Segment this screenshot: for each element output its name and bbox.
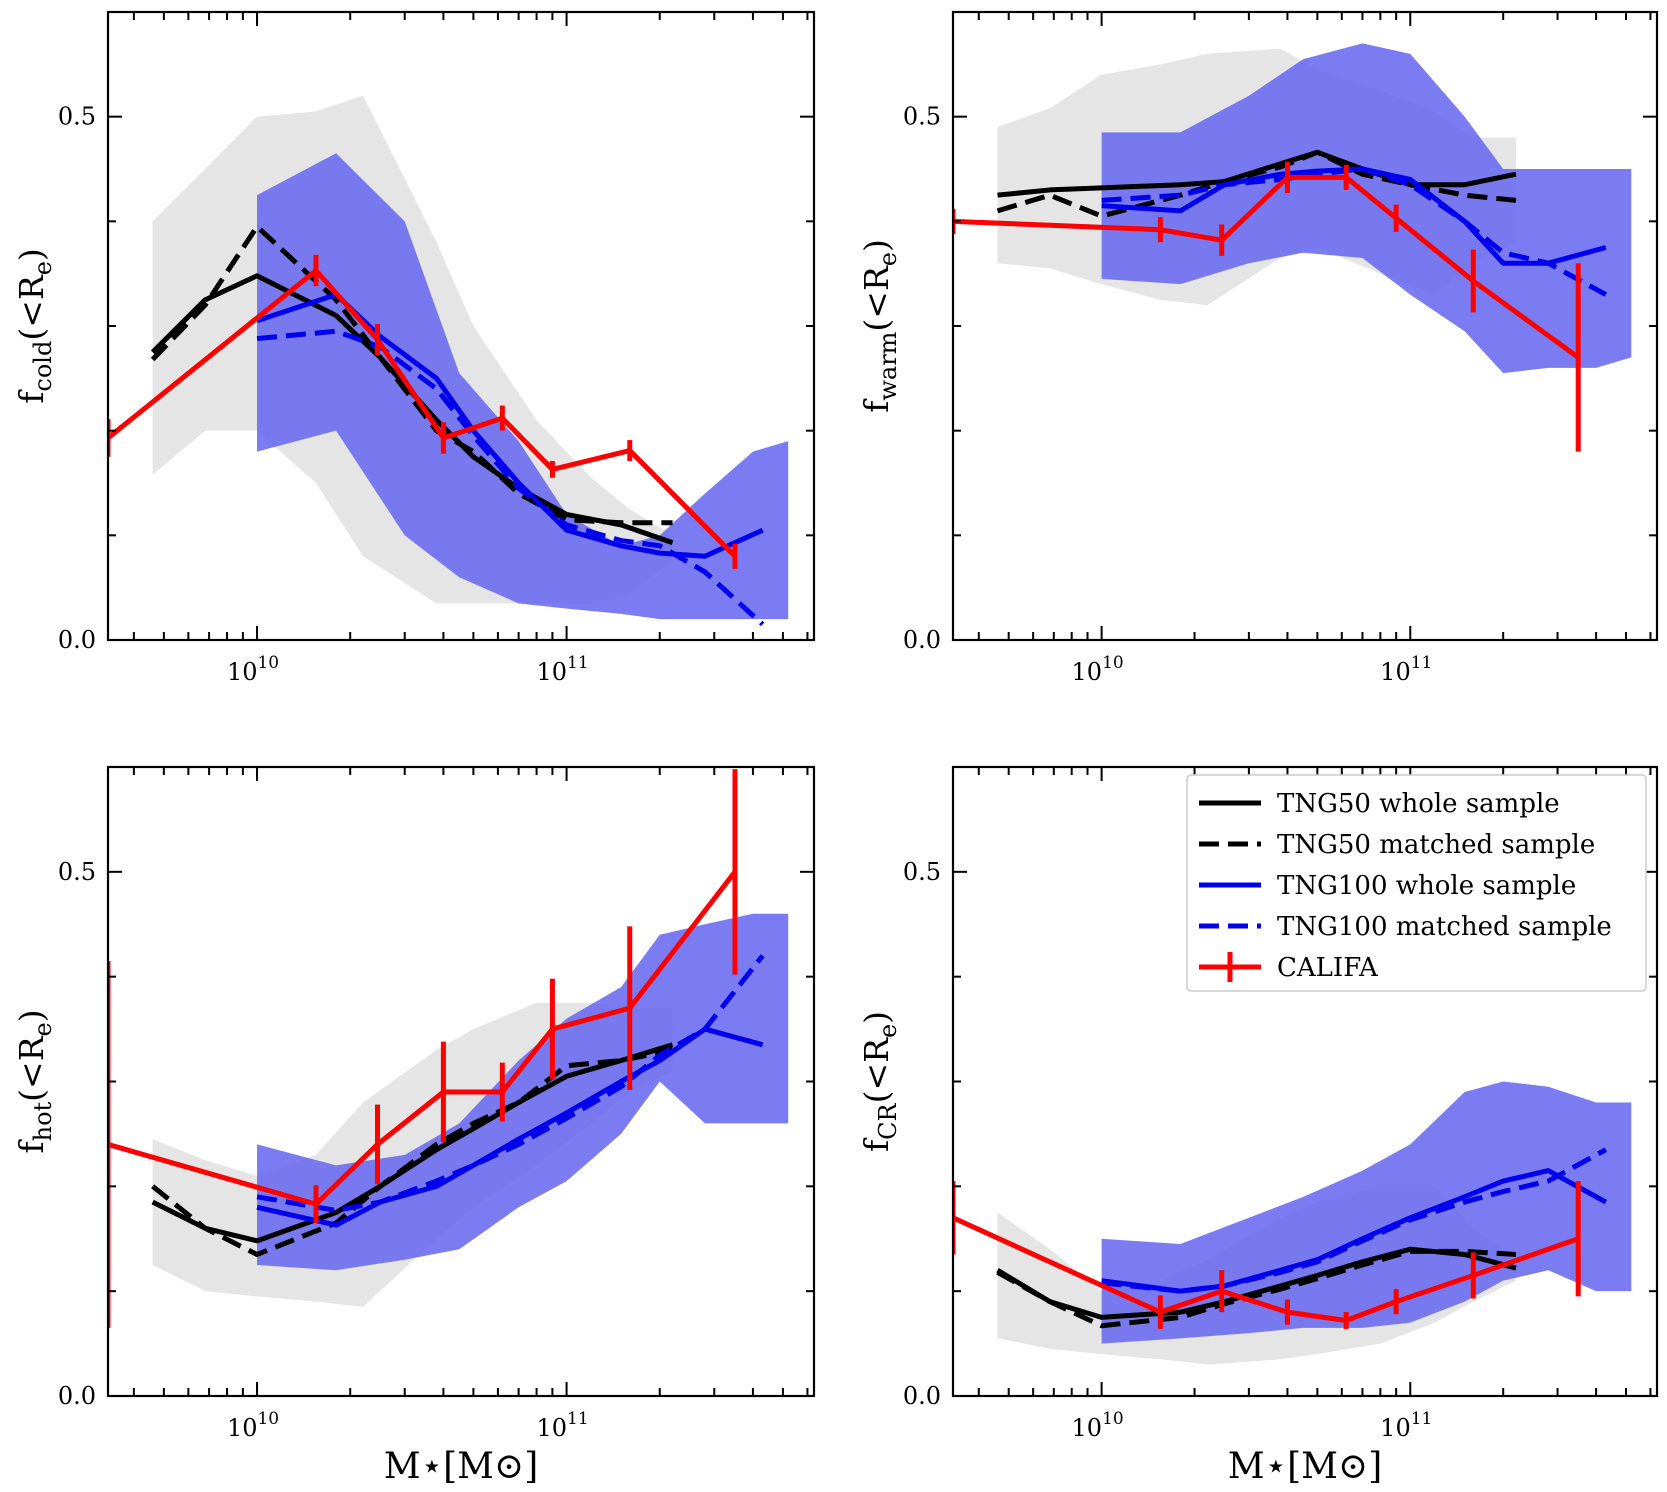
tng100-matched-line bbox=[256, 954, 765, 1213]
legend-box bbox=[1186, 774, 1647, 992]
x-tick-exponent: 11 bbox=[1411, 1409, 1433, 1429]
x-tick-exponent: 10 bbox=[257, 1409, 279, 1429]
y-label-tail-sub: e bbox=[29, 1022, 57, 1036]
plot-area bbox=[108, 95, 789, 627]
plot-area bbox=[108, 769, 789, 1328]
y-label-close: ) bbox=[857, 1011, 896, 1024]
legend: TNG50 whole sample TNG50 matched sample TN… bbox=[1186, 774, 1647, 992]
x-tick-label: 1011 bbox=[536, 653, 588, 686]
x-tick-base: 10 bbox=[1072, 658, 1103, 686]
y-label-sub: warm bbox=[874, 331, 902, 400]
tng50-whole-line bbox=[997, 149, 1517, 198]
y-label-tail-sub: e bbox=[874, 1024, 902, 1038]
califa-line bbox=[953, 1215, 1580, 1324]
x-tick-label: 1010 bbox=[227, 1409, 279, 1442]
legend-label: TNG100 whole sample bbox=[1277, 871, 1576, 901]
x-tick-exponent: 10 bbox=[1102, 653, 1124, 673]
tng50-matched-line bbox=[996, 1248, 1517, 1329]
plot-area bbox=[953, 1081, 1632, 1365]
x-tick-base: 10 bbox=[227, 1414, 258, 1442]
y-label-tail-sub: e bbox=[874, 252, 902, 266]
legend-label: CALIFA bbox=[1277, 953, 1379, 983]
y-tick-label: 0.0 bbox=[903, 626, 941, 654]
x-tick-base: 10 bbox=[536, 658, 567, 686]
legend-label: TNG50 matched sample bbox=[1277, 830, 1595, 860]
y-tick-label: 0.0 bbox=[903, 1382, 941, 1410]
plot-area bbox=[953, 43, 1632, 452]
califa-line bbox=[108, 268, 737, 559]
y-label-close: ) bbox=[12, 1009, 51, 1022]
y-label-sub: hot bbox=[29, 1101, 57, 1141]
y-label-sub: CR bbox=[874, 1102, 902, 1139]
califa-line bbox=[953, 174, 1580, 360]
y-tick-label: 0.5 bbox=[58, 858, 96, 886]
tng50-whole-line bbox=[150, 273, 674, 546]
y-tick-label: 0.5 bbox=[903, 858, 941, 886]
x-tick-exponent: 11 bbox=[567, 1409, 589, 1429]
tng50-matched-line bbox=[151, 1047, 674, 1257]
y-tick-label: 0.0 bbox=[58, 626, 96, 654]
tng100-whole-line bbox=[256, 1026, 764, 1228]
x-axis-label: M⋆[M⊙] bbox=[384, 1446, 539, 1487]
y-label-main: f bbox=[857, 1137, 896, 1152]
y-axis-label: fwarm(<Re) bbox=[857, 239, 902, 413]
x-tick-label: 1011 bbox=[536, 1409, 588, 1442]
x-axis-label: M⋆[M⊙] bbox=[1228, 1446, 1383, 1487]
x-tick-exponent: 10 bbox=[257, 653, 279, 673]
y-label-close: ) bbox=[857, 239, 896, 252]
x-tick-exponent: 11 bbox=[1411, 653, 1433, 673]
x-tick-base: 10 bbox=[536, 1414, 567, 1442]
legend-label: TNG100 matched sample bbox=[1277, 912, 1612, 942]
tng100-matched-line bbox=[1101, 1147, 1608, 1294]
tng100-matched-line bbox=[256, 328, 765, 627]
tng50-matched-line bbox=[996, 149, 1517, 219]
y-label-close: ) bbox=[12, 248, 51, 261]
y-label-tail: (<R bbox=[857, 265, 896, 332]
y-axis-label: fcold(<Re) bbox=[12, 248, 57, 404]
y-label-main: f bbox=[12, 389, 51, 404]
y-label-tail: (<R bbox=[12, 274, 51, 341]
y-label-tail: (<R bbox=[857, 1037, 896, 1104]
y-label-main: f bbox=[12, 1139, 51, 1154]
x-tick-label: 1011 bbox=[1380, 1409, 1432, 1442]
y-tick-label: 0.0 bbox=[58, 1382, 96, 1410]
califa-line bbox=[108, 870, 737, 1207]
x-tick-label: 1010 bbox=[1072, 653, 1124, 686]
x-tick-label: 1010 bbox=[227, 653, 279, 686]
tng100-matched-line bbox=[1101, 166, 1607, 297]
tng100-band bbox=[257, 153, 789, 620]
x-tick-base: 10 bbox=[1072, 1414, 1103, 1442]
tng100-band bbox=[1101, 43, 1632, 374]
x-tick-base: 10 bbox=[1380, 658, 1411, 686]
x-tick-exponent: 11 bbox=[567, 653, 589, 673]
y-label-tail-sub: e bbox=[29, 261, 57, 275]
y-tick-label: 0.5 bbox=[903, 103, 941, 131]
y-tick-label: 0.5 bbox=[58, 103, 96, 131]
y-axis-label: fhot(<Re) bbox=[12, 1009, 57, 1153]
y-label-sub: cold bbox=[29, 341, 57, 392]
x-tick-base: 10 bbox=[227, 658, 258, 686]
x-tick-label: 1010 bbox=[1072, 1409, 1124, 1442]
x-tick-label: 1011 bbox=[1380, 653, 1432, 686]
legend-label: TNG50 whole sample bbox=[1277, 789, 1560, 819]
y-label-tail: (<R bbox=[12, 1035, 51, 1102]
x-tick-base: 10 bbox=[1380, 1414, 1411, 1442]
x-tick-exponent: 10 bbox=[1102, 1409, 1124, 1429]
tng100-band bbox=[1101, 1081, 1632, 1344]
tng100-band bbox=[257, 913, 789, 1271]
y-axis-label: fCR(<Re) bbox=[857, 1011, 902, 1152]
tng50-whole-line bbox=[151, 1042, 674, 1244]
y-label-main: f bbox=[857, 398, 896, 413]
